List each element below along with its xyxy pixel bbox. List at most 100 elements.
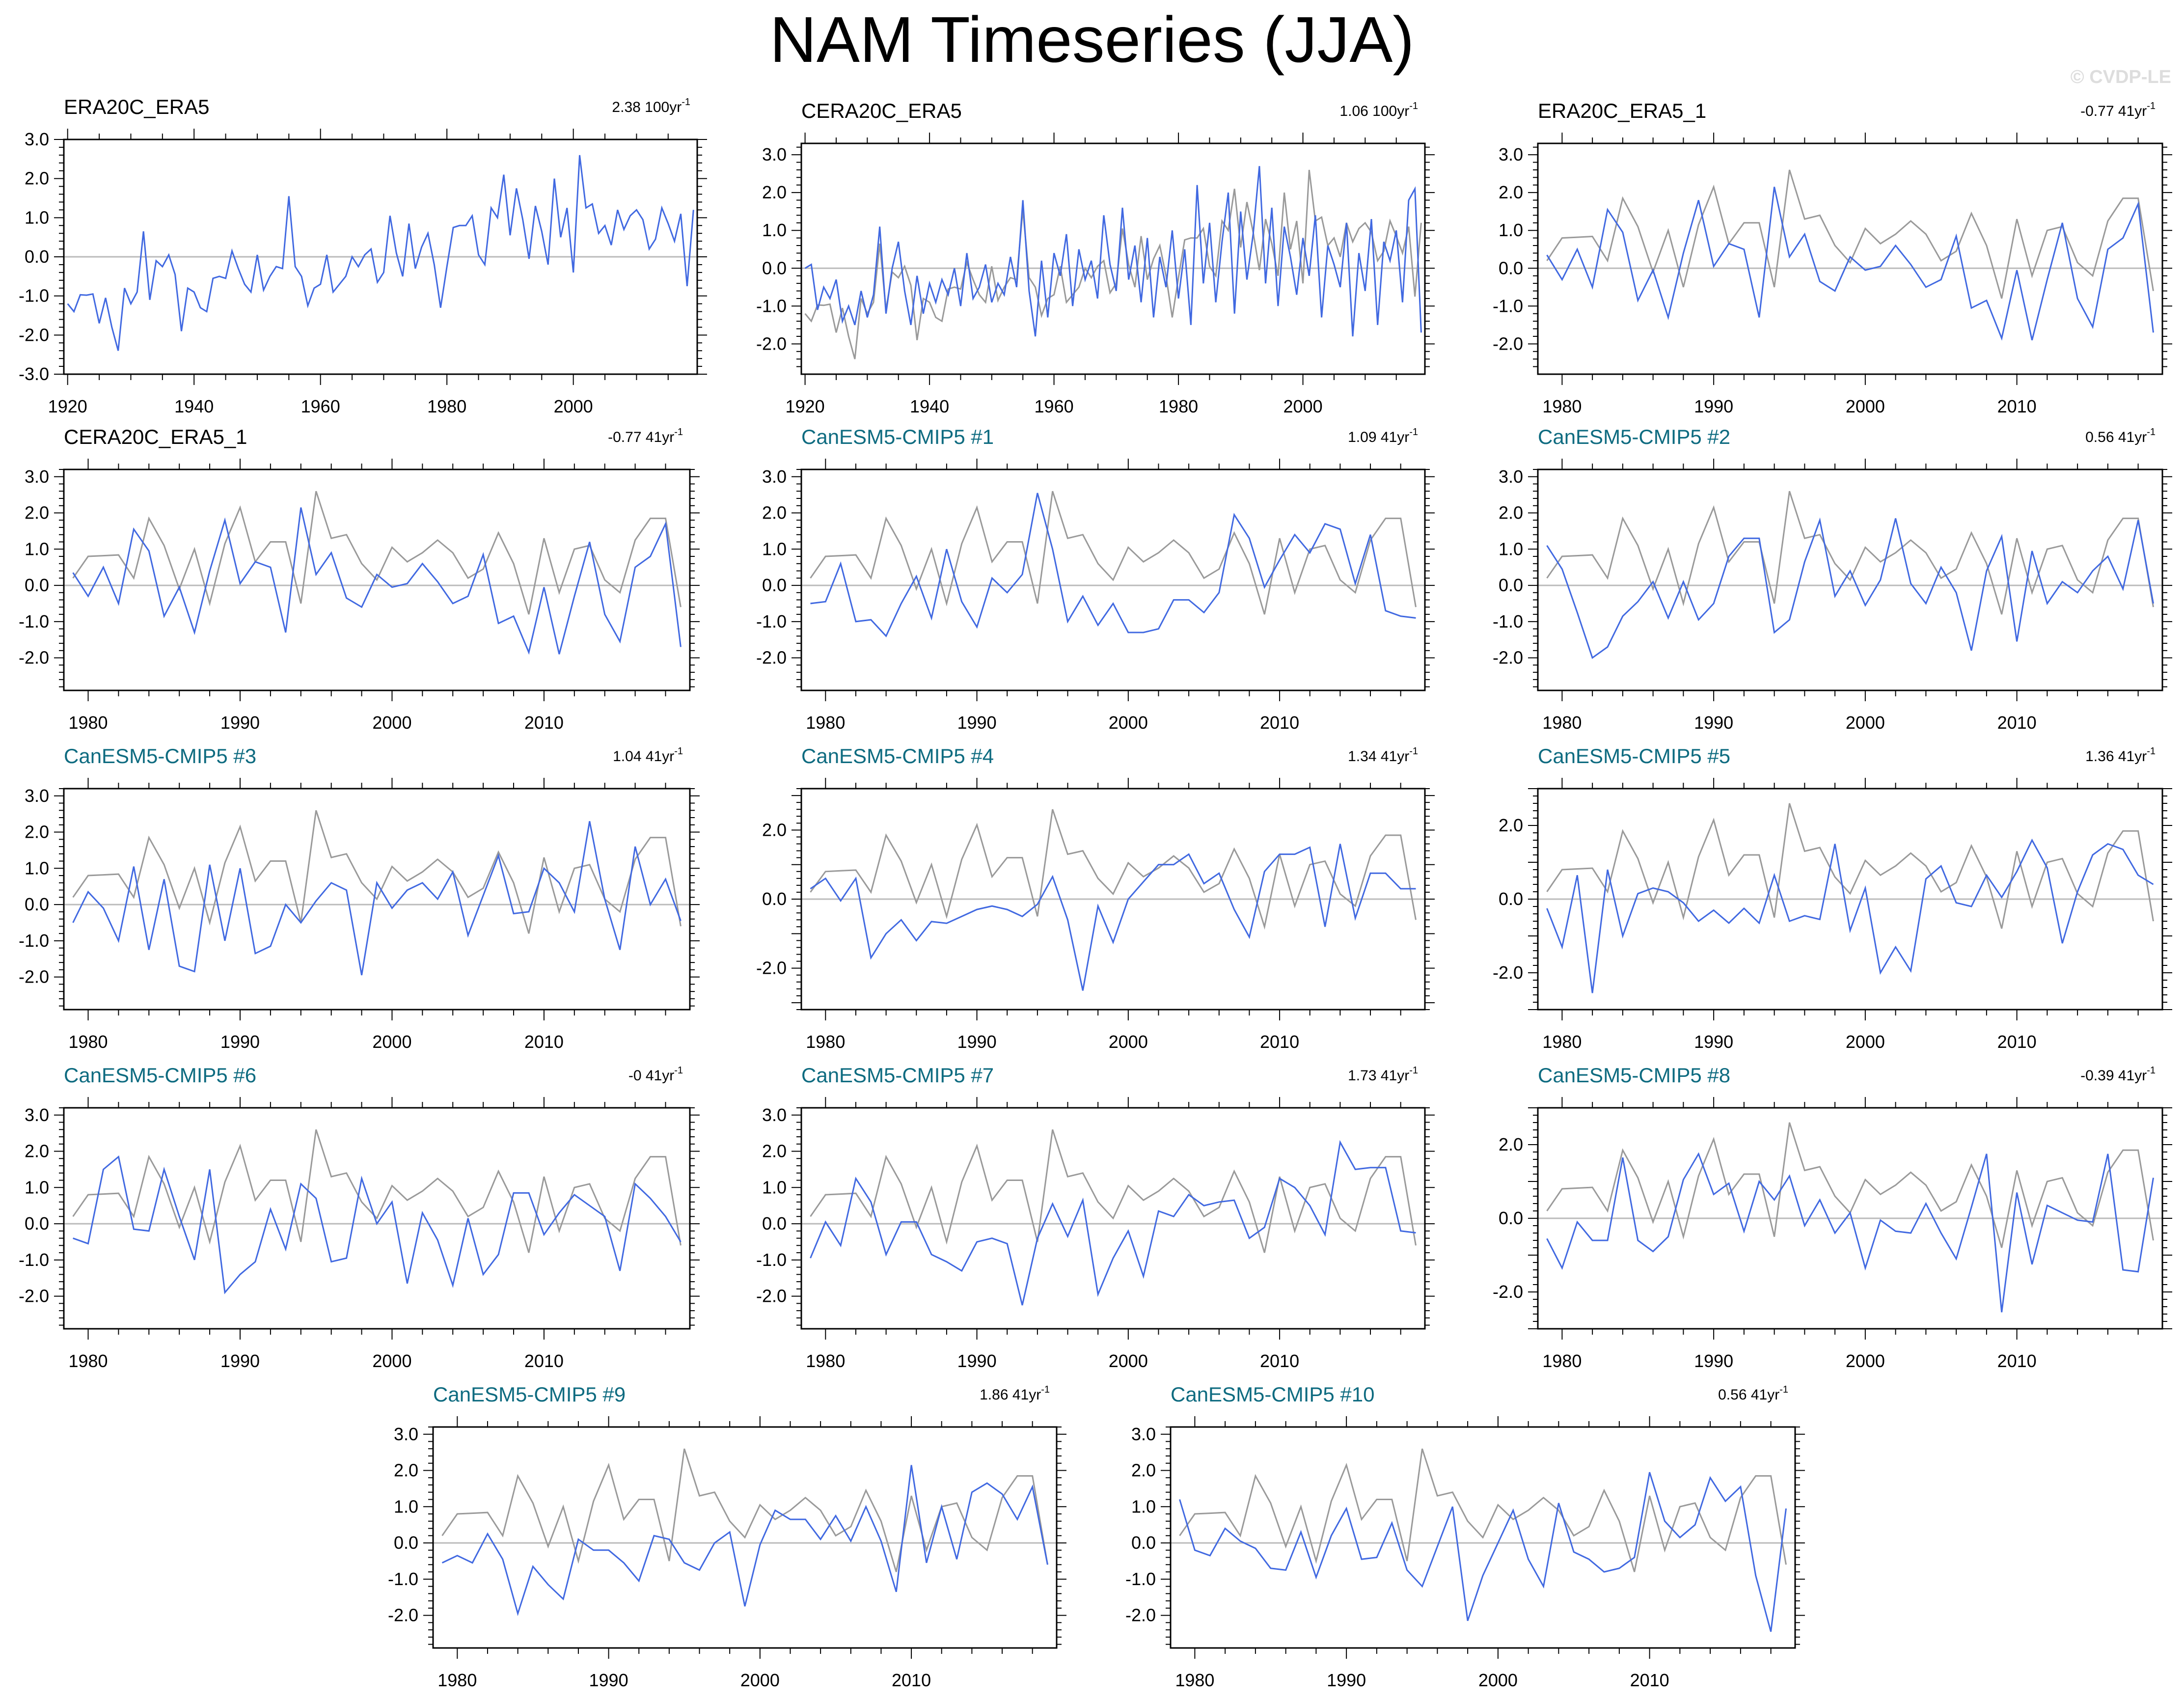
x-tick-label: 2010 bbox=[1997, 396, 2037, 416]
chart-panel-era20c_era5: 3.0 2.0 1.0 0.0 -1.0 -2.0 -3.0 1920 1940 1960 1980… bbox=[19, 95, 707, 416]
y-tick-label: 0.0 bbox=[1499, 575, 1523, 595]
plot-frame bbox=[800, 788, 1426, 1011]
trend-label: 1.09 41yr-1 bbox=[1348, 427, 1418, 445]
panel-title: CanESM5-CMIP5 #8 bbox=[1538, 1064, 1730, 1087]
observed-series-line bbox=[1546, 803, 2154, 929]
y-tick-label: 0.0 bbox=[1131, 1533, 1156, 1553]
y-tick-label: -2.0 bbox=[388, 1605, 418, 1625]
series-line bbox=[72, 507, 682, 655]
chart-panel-member_1: 3.0 2.0 1.0 0.0 -1.0 -2.0 1980 1990 2000 2010 CanE… bbox=[756, 425, 1435, 733]
x-tick-label: 2010 bbox=[524, 713, 564, 733]
plot-frame bbox=[800, 468, 1426, 691]
x-tick-label: 2010 bbox=[1630, 1670, 1669, 1690]
x-tick-label: 2010 bbox=[1997, 713, 2037, 733]
chart-panel-member_10: 3.0 2.0 1.0 0.0 -1.0 -2.0 1980 1990 2000 2010 CanE… bbox=[1125, 1383, 1805, 1690]
x-tick-label: 2000 bbox=[1846, 1032, 1885, 1052]
x-tick-label: 2000 bbox=[1846, 713, 1885, 733]
x-tick-label: 2000 bbox=[740, 1670, 780, 1690]
observed-series-line bbox=[810, 809, 1417, 930]
y-tick-label: 0.0 bbox=[25, 575, 49, 595]
x-tick-label: 2000 bbox=[1109, 713, 1148, 733]
x-tick-label: 2000 bbox=[1109, 1032, 1148, 1052]
y-tick-label: -1.0 bbox=[388, 1569, 418, 1589]
y-tick-label: 1.0 bbox=[762, 220, 787, 240]
y-tick-label: 2.0 bbox=[25, 1141, 49, 1161]
y-tick-label: 0.0 bbox=[762, 889, 787, 909]
trend-label: 1.06 100yr-1 bbox=[1339, 101, 1418, 119]
plot-frame bbox=[63, 788, 691, 1011]
axis-ticks bbox=[1161, 1416, 1805, 1659]
x-tick-label: 1920 bbox=[786, 396, 825, 416]
y-tick-label: 3.0 bbox=[25, 466, 49, 487]
y-tick-label: -2.0 bbox=[756, 333, 787, 354]
y-tick-label: -2.0 bbox=[19, 967, 49, 987]
observed-series-line bbox=[810, 491, 1417, 615]
axis-ticks bbox=[1528, 1097, 2172, 1340]
y-tick-label: 1.0 bbox=[25, 1177, 49, 1197]
x-tick-label: 1980 bbox=[1175, 1670, 1214, 1690]
y-tick-label: 0.0 bbox=[1499, 258, 1523, 278]
y-tick-label: -2.0 bbox=[756, 648, 787, 668]
y-tick-label: 2.0 bbox=[25, 822, 49, 842]
y-tick-label: 3.0 bbox=[1499, 144, 1523, 165]
y-tick-label: -1.0 bbox=[19, 611, 49, 631]
x-tick-label: 1940 bbox=[910, 396, 949, 416]
y-tick-label: 3.0 bbox=[394, 1424, 418, 1444]
trend-label: 1.04 41yr-1 bbox=[613, 746, 683, 765]
y-tick-label: 2.0 bbox=[1131, 1460, 1156, 1481]
x-tick-label: 1990 bbox=[220, 1032, 260, 1052]
x-tick-label: 2000 bbox=[372, 1351, 411, 1371]
x-tick-label: 2010 bbox=[1997, 1351, 2037, 1371]
x-tick-label: 1990 bbox=[1694, 1351, 1733, 1371]
y-tick-label: -2.0 bbox=[1493, 648, 1523, 668]
x-tick-label: 2000 bbox=[1846, 1351, 1885, 1371]
y-tick-label: -2.0 bbox=[19, 1286, 49, 1306]
x-tick-label: 1990 bbox=[957, 1032, 997, 1052]
plot-frame bbox=[1170, 1426, 1796, 1649]
series-line bbox=[810, 493, 1416, 637]
y-tick-label: 0.0 bbox=[762, 575, 787, 595]
x-tick-label: 2010 bbox=[524, 1351, 564, 1371]
plot-frame bbox=[63, 1107, 691, 1330]
plot-frame bbox=[1537, 1107, 2163, 1330]
axis-ticks bbox=[54, 1097, 700, 1340]
chart-panel-member_3: 3.0 2.0 1.0 0.0 -1.0 -2.0 1980 1990 2000 2010 CanE… bbox=[19, 744, 700, 1052]
observed-series-line bbox=[72, 1129, 682, 1253]
axis-ticks bbox=[54, 778, 700, 1020]
y-tick-label: -1.0 bbox=[1493, 296, 1523, 316]
plot-frame bbox=[1537, 142, 2163, 375]
y-tick-label: 3.0 bbox=[25, 129, 49, 149]
series-line bbox=[810, 844, 1416, 991]
y-tick-label: -2.0 bbox=[756, 1286, 787, 1306]
axis-ticks bbox=[792, 778, 1435, 1020]
y-tick-label: 1.0 bbox=[25, 858, 49, 878]
y-tick-label: 2.0 bbox=[762, 1141, 787, 1161]
y-tick-label: -2.0 bbox=[756, 958, 787, 978]
series-line bbox=[1546, 517, 2154, 659]
x-tick-label: 1980 bbox=[68, 1032, 108, 1052]
y-tick-label: 2.0 bbox=[1499, 503, 1523, 523]
chart-panel-member_6: 3.0 2.0 1.0 0.0 -1.0 -2.0 1980 1990 2000 2010 CanE… bbox=[19, 1064, 700, 1371]
chart-panel-member_5: 2.0 0.0 -2.0 1980 1990 2000 2010 CanESM5-CMIP5 … bbox=[1493, 744, 2172, 1052]
trend-label: 0.56 41yr-1 bbox=[2085, 427, 2156, 445]
y-tick-label: 1.0 bbox=[1499, 220, 1523, 240]
y-tick-label: 2.0 bbox=[1499, 815, 1523, 835]
page-title: NAM Timeseries (JJA) bbox=[769, 3, 1415, 76]
y-tick-label: 1.0 bbox=[25, 539, 49, 559]
chart-panel-cera20c_era5: 3.0 2.0 1.0 0.0 -1.0 -2.0 1920 1940 1960 1980 2000… bbox=[756, 99, 1435, 416]
trend-label: 0.56 41yr-1 bbox=[1718, 1384, 1788, 1403]
plot-frame bbox=[1537, 788, 2163, 1011]
series-line bbox=[441, 1465, 1048, 1617]
x-tick-label: 1980 bbox=[68, 1351, 108, 1371]
y-tick-label: 1.0 bbox=[1131, 1496, 1156, 1516]
y-tick-label: -1.0 bbox=[1125, 1569, 1156, 1589]
y-tick-label: -2.0 bbox=[1493, 962, 1523, 983]
panel-title: CanESM5-CMIP5 #10 bbox=[1171, 1383, 1375, 1406]
panel-title: CanESM5-CMIP5 #6 bbox=[64, 1064, 256, 1087]
panel-title: ERA20C_ERA5 bbox=[64, 95, 209, 118]
panel-title: CanESM5-CMIP5 #1 bbox=[801, 425, 994, 448]
panel-title: CERA20C_ERA5 bbox=[801, 99, 962, 122]
chart-panel-member_4: 2.0 0.0 -2.0 1980 1990 2000 2010 CanESM5-CMIP5 … bbox=[756, 744, 1435, 1052]
panel-title: CanESM5-CMIP5 #2 bbox=[1538, 425, 1730, 448]
